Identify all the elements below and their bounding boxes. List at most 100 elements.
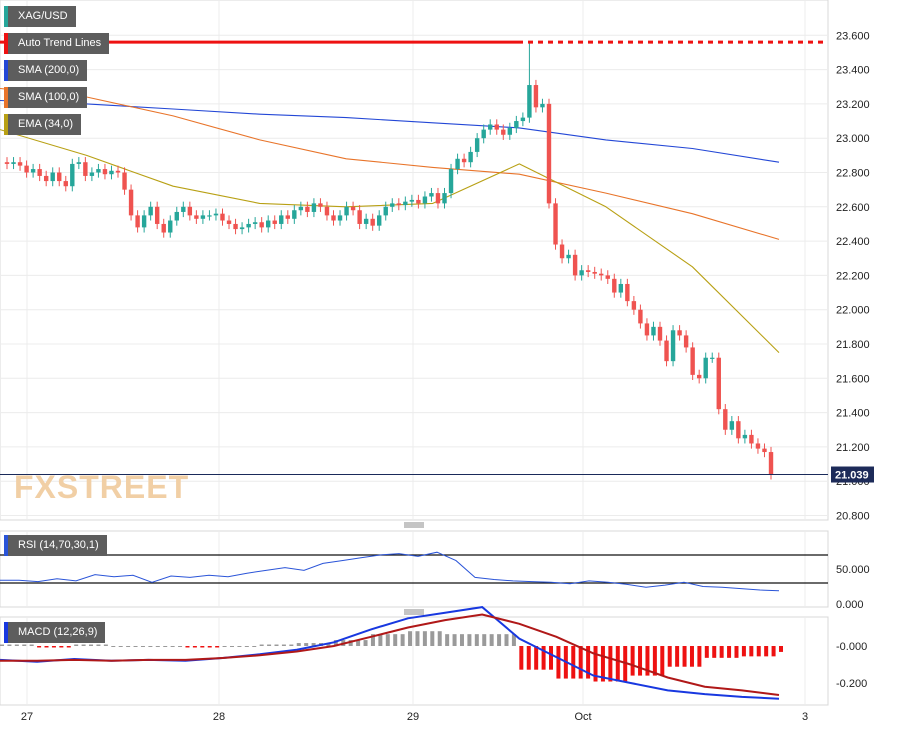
y-tick-label: 22.200 [836,270,870,282]
macd-histogram-bar [645,646,650,676]
candle-body [546,103,552,204]
macd-histogram-bar [704,646,709,658]
last-price-box [831,466,874,483]
candle-body [579,270,584,276]
candle-body [57,172,62,182]
macd-histogram-bar [126,646,131,647]
candle-body [337,215,343,221]
macd-histogram-bar [675,646,680,667]
ma-line-1 [0,87,780,240]
candle-body [168,220,173,233]
macd-histogram-bar [779,646,783,652]
candle-body [723,409,728,430]
candle-body [174,211,179,221]
candle-body [559,244,565,259]
candle-body [448,169,454,194]
candle-body [239,227,245,230]
candle-body [755,443,761,449]
macd-histogram-bar [363,640,368,646]
macd-histogram-bar [51,646,56,648]
candle-body [311,203,317,212]
macd-histogram-bar [200,646,205,648]
legend-trend-label: Auto Trend Lines [18,37,102,49]
y-tick-label: 22.000 [836,305,870,317]
macd-histogram-bar [526,646,531,670]
candle-body [148,206,153,216]
macd-histogram-bar [244,646,249,647]
macd-histogram-bar [549,646,554,670]
candle-body [266,220,271,228]
rsi-tag[interactable]: RSI (14,70,30,1) [4,535,107,556]
candle-body [520,117,526,122]
macd-histogram-bar [29,644,34,646]
candle-body [514,121,519,128]
macd-tag[interactable]: MACD (12,26,9) [4,622,106,643]
macd-histogram-bar [504,634,509,646]
candle-body [122,172,127,190]
candle-body [17,162,23,166]
candle-body [631,301,637,310]
signal-line [0,613,780,696]
candle-body [363,218,369,224]
macd-histogram-bar [712,646,717,658]
candle-body [141,215,147,228]
legend-ema34[interactable]: EMA (34,0) [4,114,82,135]
macd-histogram-bar [578,646,583,679]
x-tick-label: 28 [213,711,225,723]
candle-body [657,326,663,341]
macd-histogram-bar [756,646,761,657]
y-tick-label: 21.800 [836,339,870,351]
macd-histogram-bar [615,646,620,682]
candle-body [696,374,702,379]
candle-body [83,162,88,176]
candle-body [677,330,682,336]
candle-body [383,206,388,216]
candle-body [246,223,251,228]
macd-histogram-bar [667,646,672,667]
candle-body [109,170,114,175]
candle-body [455,158,460,170]
macd-histogram-bar [333,640,338,646]
symbol-label: XAG/USD [18,10,68,22]
macd-histogram-bar [74,644,79,646]
macd-histogram-bar [593,646,598,682]
candle-body [194,215,199,219]
legend-sma100[interactable]: SMA (100,0) [4,87,88,108]
candle-body [305,206,310,212]
macd-histogram-bar [356,640,361,646]
symbol-tag[interactable]: XAG/USD [4,6,76,27]
rsi-line [0,551,780,592]
candle-body [377,215,382,226]
macd-histogram-bar [734,646,739,658]
macd-histogram-bar [608,646,613,682]
candle-body [638,309,643,324]
legend-sma200[interactable]: SMA (200,0) [4,60,88,81]
y-tick-label: 21.200 [836,442,870,454]
macd-histogram-bar [96,644,101,646]
macd-histogram-bar [408,631,413,646]
legend-ema34-label: EMA (34,0) [18,118,74,130]
candle-body [540,103,545,108]
candle-body [605,275,610,279]
candle-body [612,278,617,293]
candle-body [762,448,767,453]
candle-body [690,347,695,375]
macd-histogram-bar [459,634,464,646]
candle-body [585,270,591,272]
y-tick-label: 21.400 [836,408,870,420]
y-tick-label: 23.000 [836,133,870,145]
y-tick-label: 22.400 [836,236,870,248]
macd-histogram-bar [467,634,472,646]
rsi-y-tick: 50.000 [836,564,870,576]
macd-histogram-bar [586,646,591,679]
macd-histogram-bar [556,646,561,679]
macd-histogram-bar [630,646,635,676]
legend-trend-lines[interactable]: Auto Trend Lines [4,33,110,54]
macd-histogram-bar [311,643,316,646]
candle-body [89,172,95,176]
macd-histogram-bar [237,646,242,647]
y-tick-label: 22.600 [836,202,870,214]
candle-body [710,357,715,359]
macd-histogram-bar [215,646,220,648]
